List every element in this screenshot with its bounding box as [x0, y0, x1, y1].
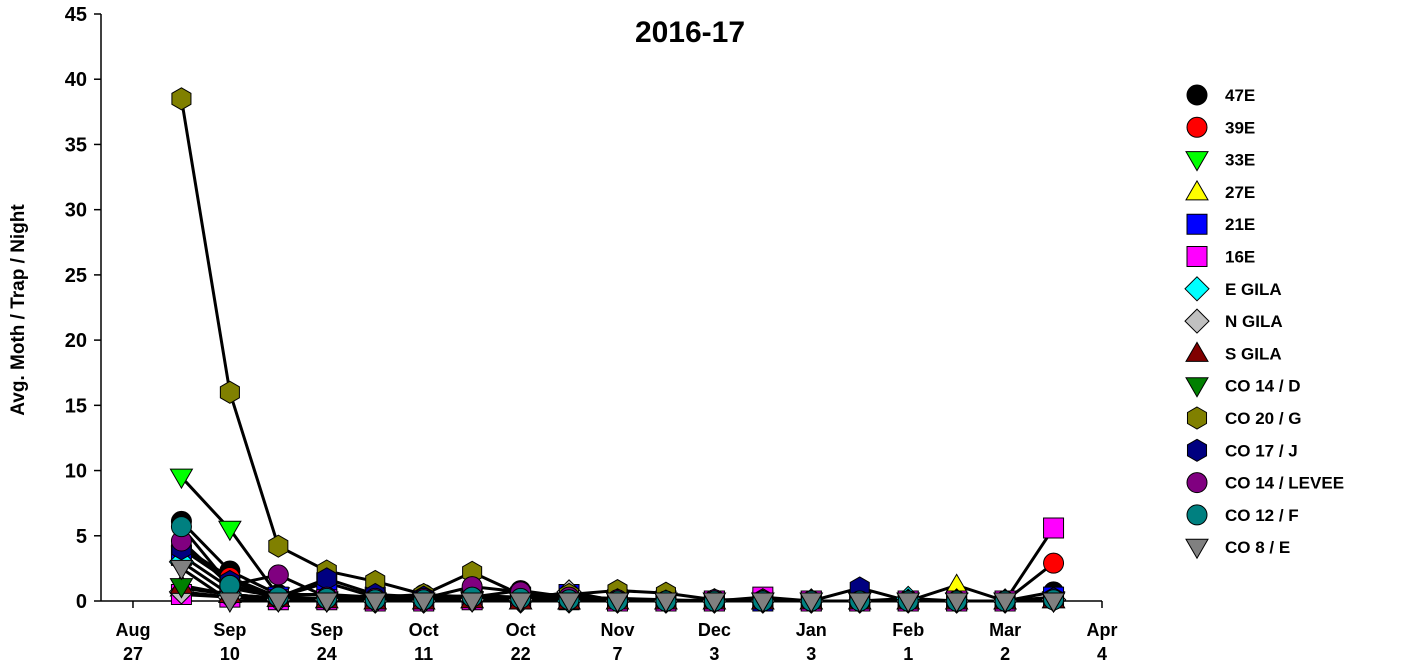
legend-marker [1185, 538, 1209, 560]
marker [605, 592, 630, 613]
legend-marker [1185, 377, 1209, 398]
marker [508, 592, 533, 613]
series-line [179, 98, 1054, 603]
marker [267, 564, 289, 586]
y-tick-label: 25 [65, 265, 87, 287]
marker [411, 592, 436, 613]
marker [993, 592, 1017, 613]
marker [750, 592, 775, 613]
legend-label: 16E [1225, 248, 1255, 267]
y-tick-label: 10 [65, 461, 87, 483]
legend-marker [1185, 179, 1209, 201]
marker [316, 567, 337, 591]
y-tick-label: 40 [65, 69, 87, 91]
y-tick-label: 35 [65, 134, 87, 156]
legend-marker [1186, 504, 1208, 526]
marker [314, 592, 339, 613]
legend-marker [1184, 276, 1210, 302]
x-tick-label: Jan 3 [796, 620, 827, 664]
x-tick-label: Oct 22 [506, 620, 536, 664]
marker [896, 592, 921, 613]
marker [266, 592, 291, 613]
x-tick-label: Oct 11 [409, 620, 439, 664]
legend-label: CO 8 / E [1225, 538, 1290, 557]
marker [218, 520, 242, 542]
x-tick-label: Nov 7 [600, 620, 634, 664]
marker [1041, 592, 1066, 613]
x-tick-label: Feb 1 [892, 620, 924, 664]
x-tick-label: Aug 27 [115, 620, 150, 664]
y-tick-label: 45 [65, 4, 87, 26]
marker [169, 468, 194, 490]
legend-label: E GILA [1225, 280, 1282, 299]
legend-marker [1186, 116, 1208, 138]
marker [218, 592, 242, 613]
marker [171, 87, 192, 111]
marker [702, 592, 727, 613]
marker [1043, 517, 1065, 539]
y-tick-label: 30 [65, 200, 87, 222]
y-tick-label: 5 [76, 526, 87, 548]
legend-label: CO 17 / J [1225, 441, 1298, 460]
x-tick-label: Sep 10 [213, 620, 246, 664]
y-tick-label: 15 [65, 395, 87, 417]
legend-label: 33E [1225, 151, 1255, 170]
legend-label: CO 20 / G [1225, 409, 1302, 428]
legend-label: 21E [1225, 215, 1255, 234]
marker [847, 592, 872, 613]
marker [363, 592, 388, 613]
legend-marker [1185, 151, 1209, 172]
legend-marker [1186, 406, 1208, 430]
legend-marker [1186, 84, 1208, 106]
legend-label: 27E [1225, 183, 1255, 202]
x-tick-label: Mar 2 [989, 620, 1021, 664]
legend-marker [1184, 308, 1210, 334]
y-tick-label: 20 [65, 330, 87, 352]
marker [460, 592, 485, 613]
legend-label: 47E [1225, 86, 1255, 105]
y-tick-label: 0 [76, 591, 87, 613]
marker [944, 592, 969, 613]
legend-label: 39E [1225, 118, 1255, 137]
legend-label: N GILA [1225, 312, 1283, 331]
y-axis-label: Avg. Moth / Trap / Night [8, 204, 29, 416]
legend-marker [1186, 438, 1208, 462]
legend-label: CO 12 / F [1225, 506, 1299, 525]
legend-marker [1186, 213, 1208, 235]
marker [557, 592, 581, 613]
marker [1043, 552, 1065, 574]
legend-label: CO 14 / D [1225, 377, 1301, 396]
legend-marker [1186, 472, 1208, 494]
marker [799, 592, 824, 613]
x-tick-label: Dec 3 [698, 620, 731, 664]
marker [170, 516, 192, 538]
chart-title: 2016-17 [635, 16, 745, 49]
legend-label: S GILA [1225, 344, 1282, 363]
legend-label: CO 14 / LEVEE [1225, 474, 1344, 493]
x-tick-label: Apr 4 [1087, 620, 1118, 664]
legend-marker [1185, 341, 1209, 362]
x-tick-label: Sep 24 [310, 620, 343, 664]
marker [219, 574, 241, 596]
marker [268, 534, 289, 558]
marker [654, 592, 678, 613]
legend-marker [1186, 246, 1208, 267]
marker [219, 380, 240, 404]
marker [169, 559, 194, 581]
